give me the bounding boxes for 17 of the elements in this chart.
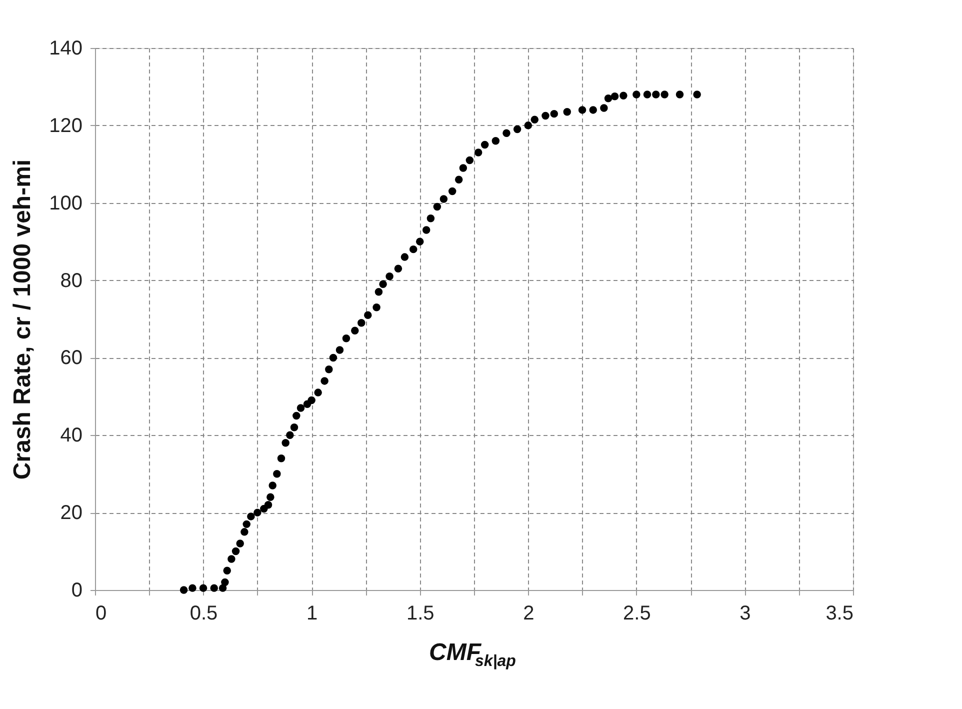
x-tick-label: 0 xyxy=(96,602,107,624)
x-tick-label: 1.5 xyxy=(406,602,434,624)
x-tick-label: 0.5 xyxy=(190,602,218,624)
y-tick-label: 40 xyxy=(60,424,82,447)
x-tick-label: 2 xyxy=(523,602,534,624)
y-tick-label: 80 xyxy=(60,270,82,292)
y-tick-label: 20 xyxy=(60,502,82,524)
y-axis-title: Crash Rate, cr / 1000 veh-mi xyxy=(9,159,36,480)
y-tick-label: 100 xyxy=(49,192,82,214)
x-tick-label: 1 xyxy=(306,602,318,624)
x-tick-label: 3 xyxy=(740,602,751,624)
y-tick-label: 140 xyxy=(49,38,82,60)
x-tick-label: 3.5 xyxy=(826,602,854,624)
y-tick-label: 0 xyxy=(71,580,82,602)
y-tick-label: 60 xyxy=(60,347,82,370)
x-tick-label: 2.5 xyxy=(623,602,651,624)
y-tick-label: 120 xyxy=(49,114,82,137)
